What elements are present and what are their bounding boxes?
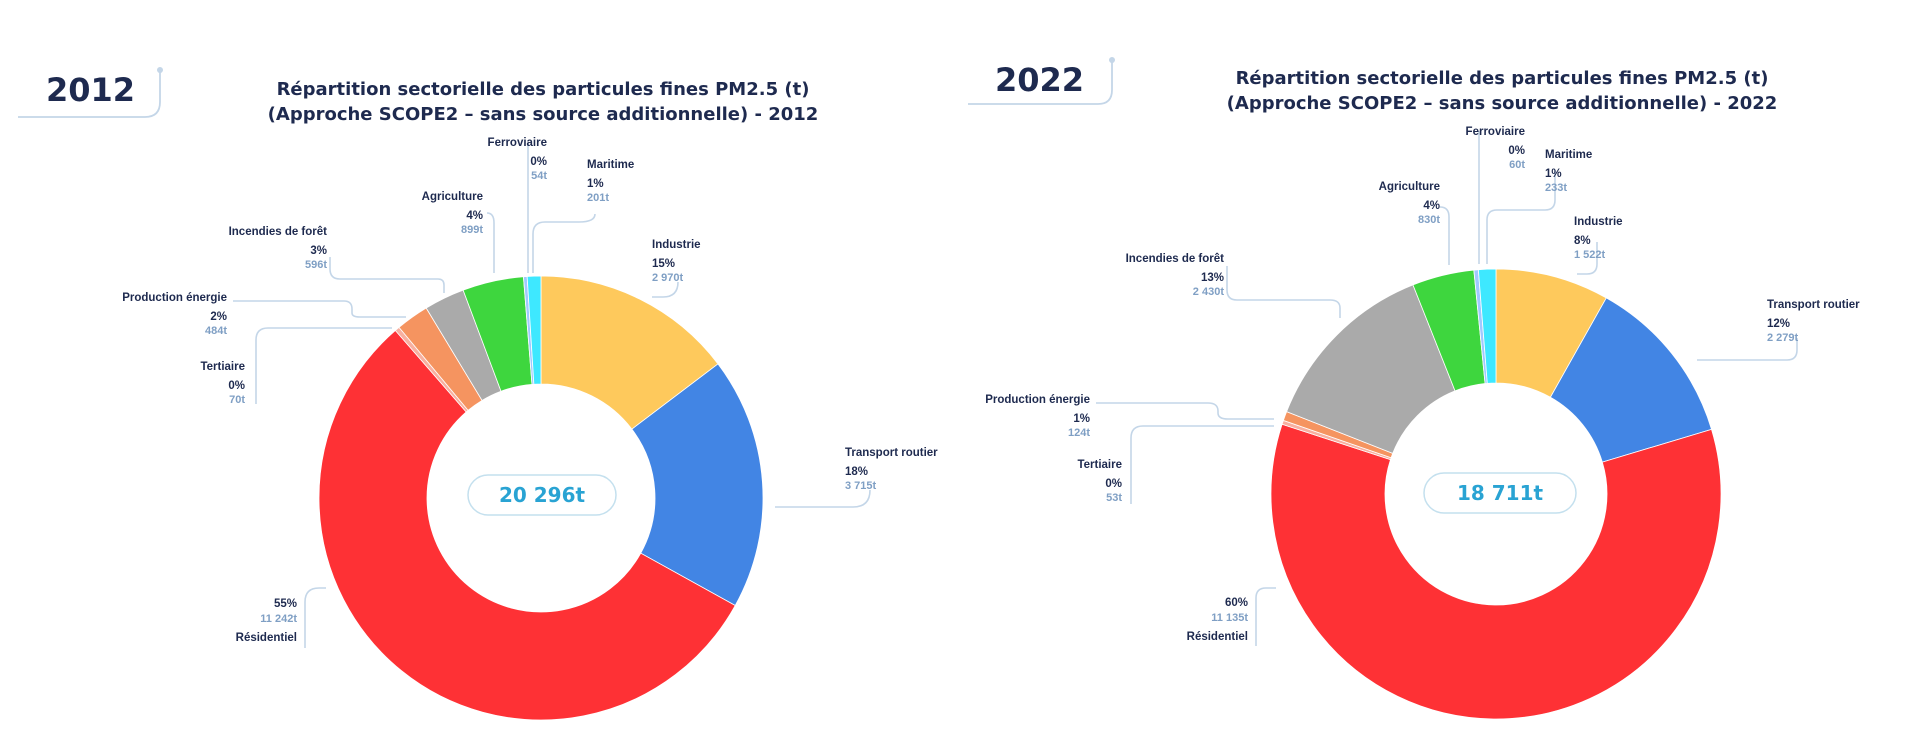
label-val-ferroviaire-2022: 60t — [1509, 159, 1525, 171]
leader-transport-routier-2012 — [775, 489, 871, 508]
label-name-industrie-2012: Industrie — [652, 239, 701, 251]
label-val-production-energie-2022: 124t — [1068, 427, 1090, 439]
label-name-incendies-de-foret-2022: Incendies de forêt — [1126, 253, 1225, 265]
leader-production-energie-2012 — [233, 300, 406, 318]
year-badge-2022-dot — [1109, 57, 1115, 63]
label-val-agriculture-2022: 830t — [1418, 214, 1440, 226]
label-name-transport-routier-2012: Transport routier — [845, 447, 938, 459]
label-name-tertiaire-2022: Tertiaire — [1077, 459, 1122, 471]
label-pct-industrie-2022: 8% — [1574, 235, 1591, 247]
leader-production-energie-2022 — [1096, 402, 1274, 420]
year-badge-2012-dot — [157, 67, 163, 73]
slice-transport-routier-2012 — [631, 363, 764, 607]
leader-residentiel-2012 — [304, 587, 326, 648]
label-pct-production-energie-2012: 2% — [210, 311, 227, 323]
label-val-incendies-de-foret-2012: 596t — [305, 259, 327, 271]
label-val-maritime-2012: 201t — [587, 192, 609, 204]
label-val-transport-routier-2012: 3 715t — [845, 480, 877, 492]
label-pct-tertiaire-2012: 0% — [228, 380, 245, 392]
year-badge-2022: 2022 — [995, 61, 1084, 99]
leader-industrie-2022 — [1577, 242, 1598, 275]
label-pct-residentiel-2022: 60% — [1225, 597, 1248, 609]
label-pct-industrie-2012: 15% — [652, 258, 675, 270]
slice-industrie-2012 — [540, 275, 719, 430]
slice-maritime-2012 — [526, 275, 542, 385]
leader-maritime-2022 — [1486, 170, 1556, 264]
chart-2012-labels: Industrie 15% 2 970t Transport routier 18% 3 … — [122, 137, 938, 648]
label-pct-production-energie-2022: 1% — [1073, 413, 1090, 425]
year-badge-2022-decoration — [968, 60, 1113, 105]
label-pct-ferroviaire-2012: 0% — [530, 156, 547, 168]
label-pct-residentiel-2012: 55% — [274, 598, 297, 610]
label-val-industrie-2022: 1 522t — [1574, 249, 1606, 261]
label-name-production-energie-2022: Production énergie — [985, 394, 1090, 406]
label-pct-maritime-2012: 1% — [587, 178, 604, 190]
chart-2012-total: 20 296t — [499, 483, 586, 507]
label-val-residentiel-2022: 11 135t — [1211, 612, 1248, 624]
label-name-incendies-de-foret-2012: Incendies de forêt — [229, 226, 328, 238]
chart-2022-title-line2: (Approche SCOPE2 – sans source additionn… — [1227, 93, 1778, 114]
label-pct-ferroviaire-2022: 0% — [1508, 145, 1525, 157]
chart-2022-donut — [1270, 268, 1722, 720]
label-pct-transport-routier-2012: 18% — [845, 466, 868, 478]
label-val-ferroviaire-2012: 54t — [531, 170, 547, 182]
leader-agriculture-2022 — [1439, 206, 1450, 265]
label-name-production-energie-2012: Production énergie — [122, 292, 227, 304]
label-name-agriculture-2022: Agriculture — [1379, 181, 1440, 193]
chart-2022-title-line1: Répartition sectorielle des particules f… — [1236, 68, 1769, 89]
leader-industrie-2012 — [652, 281, 679, 298]
slice-residentiel-2022 — [1270, 423, 1722, 720]
label-pct-agriculture-2022: 4% — [1423, 200, 1440, 212]
chart-2012-donut — [318, 275, 764, 721]
label-pct-agriculture-2012: 4% — [466, 210, 483, 222]
label-val-tertiaire-2012: 70t — [229, 394, 245, 406]
label-name-industrie-2022: Industrie — [1574, 216, 1623, 228]
label-pct-incendies-de-foret-2022: 13% — [1201, 272, 1224, 284]
slice-residentiel-2012 — [318, 329, 736, 721]
leader-residentiel-2022 — [1255, 587, 1276, 646]
leader-incendies-de-foret-2012 — [329, 257, 445, 293]
label-name-maritime-2012: Maritime — [587, 159, 634, 171]
year-badge-2012: 2012 — [46, 71, 135, 109]
label-val-agriculture-2012: 899t — [461, 224, 483, 236]
chart-2012-title-line1: Répartition sectorielle des particules f… — [277, 79, 810, 100]
label-pct-transport-routier-2022: 12% — [1767, 318, 1790, 330]
label-name-maritime-2022: Maritime — [1545, 149, 1592, 161]
chart-2012-total-pill — [467, 474, 617, 516]
label-val-incendies-de-foret-2022: 2 430t — [1193, 286, 1225, 298]
label-pct-tertiaire-2022: 0% — [1105, 478, 1122, 490]
label-name-transport-routier-2022: Transport routier — [1767, 299, 1860, 311]
leader-maritime-2012 — [532, 213, 596, 273]
chart-2022-total: 18 711t — [1457, 481, 1544, 505]
year-badge-2012-decoration — [18, 70, 161, 118]
leader-tertiaire-2022 — [1130, 425, 1274, 504]
leader-transport-routier-2022 — [1697, 338, 1798, 361]
label-val-tertiaire-2022: 53t — [1106, 492, 1122, 504]
label-name-agriculture-2012: Agriculture — [422, 191, 483, 203]
label-val-maritime-2022: 233t — [1545, 182, 1567, 194]
chart-2022-total-pill — [1423, 472, 1577, 514]
leader-incendies-de-foret-2022 — [1226, 266, 1341, 318]
label-name-residentiel-2012: Résidentiel — [236, 632, 297, 644]
chart-2012-title-line2: (Approche SCOPE2 – sans source additionn… — [268, 104, 819, 125]
label-pct-maritime-2022: 1% — [1545, 168, 1562, 180]
chart-2022: 2022 Répartition sectorielle des particu… — [968, 57, 1860, 720]
chart-2012: 2012 Répartition sectorielle des particu… — [18, 67, 938, 721]
label-name-ferroviaire-2022: Ferroviaire — [1466, 126, 1525, 138]
leader-agriculture-2012 — [486, 212, 495, 273]
label-val-residentiel-2012: 11 242t — [260, 613, 297, 625]
label-name-residentiel-2022: Résidentiel — [1187, 631, 1248, 643]
label-val-industrie-2012: 2 970t — [652, 272, 684, 284]
chart-2022-labels: Industrie 8% 1 522t Transport routier 12% 2 2… — [985, 126, 1860, 646]
label-val-production-energie-2012: 484t — [205, 325, 227, 337]
label-name-tertiaire-2012: Tertiaire — [200, 361, 245, 373]
leader-tertiaire-2012 — [255, 327, 392, 404]
label-pct-incendies-de-foret-2012: 3% — [310, 245, 327, 257]
label-name-ferroviaire-2012: Ferroviaire — [488, 137, 547, 149]
slice-maritime-2022 — [1477, 268, 1497, 384]
label-val-transport-routier-2022: 2 279t — [1767, 332, 1799, 344]
